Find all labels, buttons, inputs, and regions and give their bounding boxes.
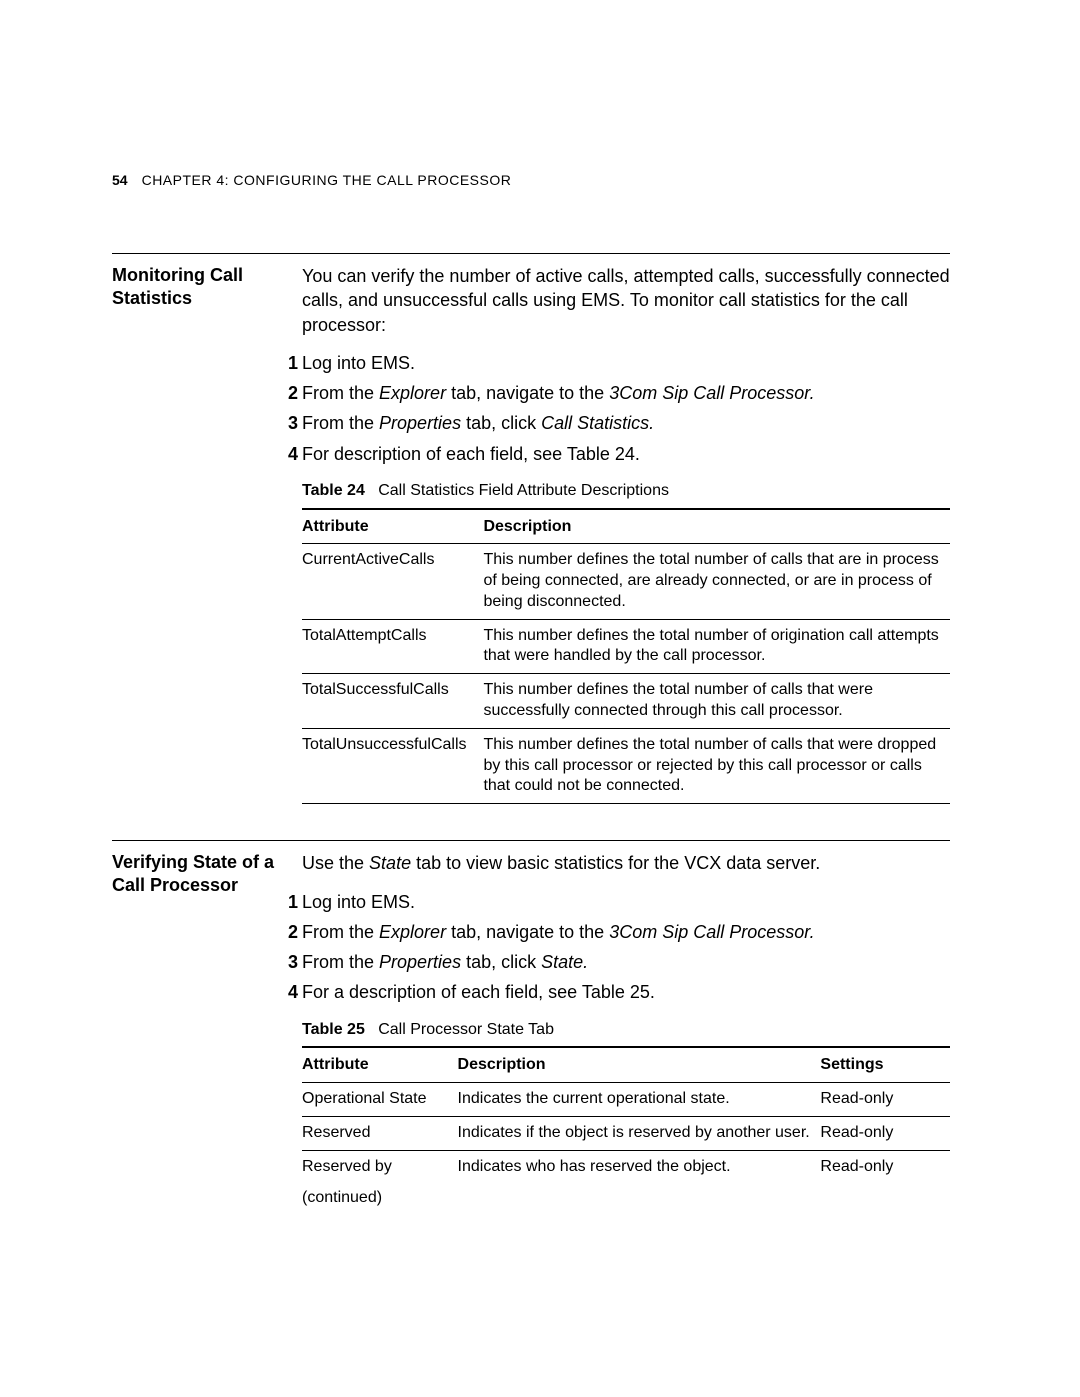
table-row: Reserved by Indicates who has reserved t… [302,1150,950,1183]
section-verifying-state: Verifying State of a Call Processor Use … [112,840,950,1209]
steps-list: Log into EMS. From the Explorer tab, nav… [302,890,950,1005]
step-text: From the [302,383,379,403]
step-emphasis: Properties [379,952,461,972]
section-body: You can verify the number of active call… [302,264,950,804]
step-text: From the [302,413,379,433]
cell-description: This number defines the total number of … [483,674,950,729]
step-text: From the [302,922,379,942]
cell-settings: Read-only [820,1150,950,1183]
table-label: Table 25 [302,1021,365,1038]
intro-text: tab to view basic statistics for the VCX… [411,853,820,873]
table-caption: Table 24 Call Statistics Field Attribute… [302,480,950,502]
cell-attribute: TotalSuccessfulCalls [302,674,483,729]
step-emphasis: Explorer [379,922,446,942]
step-text: tab, click [461,413,541,433]
table-row: Reserved Indicates if the object is rese… [302,1116,950,1150]
table-call-statistics: Attribute Description CurrentActiveCalls… [302,508,950,805]
cell-description: Indicates the current operational state. [458,1082,821,1116]
cell-attribute: CurrentActiveCalls [302,544,483,619]
step-item: From the Explorer tab, navigate to the 3… [282,920,950,944]
section-title: Monitoring Call Statistics [112,264,302,804]
page: 54 CHAPTER 4: CONFIGURING THE CALL PROCE… [0,0,1080,1397]
cell-description: Indicates if the object is reserved by a… [458,1116,821,1150]
cell-description: This number defines the total number of … [483,544,950,619]
cell-attribute: Reserved by [302,1150,458,1183]
table-row: TotalSuccessfulCalls This number defines… [302,674,950,729]
col-header-attribute: Attribute [302,509,483,544]
step-emphasis: 3Com Sip Call Processor. [609,922,814,942]
cell-settings: Read-only [820,1116,950,1150]
step-emphasis: State. [541,952,588,972]
cell-description: This number defines the total number of … [483,728,950,803]
cell-settings: Read-only [820,1082,950,1116]
step-item: From the Properties tab, click State. [282,950,950,974]
step-emphasis: Explorer [379,383,446,403]
table-row: CurrentActiveCalls This number defines t… [302,544,950,619]
cell-description: Indicates who has reserved the object. [458,1150,821,1183]
step-emphasis: Properties [379,413,461,433]
step-text: From the [302,952,379,972]
step-text: For description of each field, see Table… [302,444,640,464]
section-title: Verifying State of a Call Processor [112,851,302,1209]
step-text: Log into EMS. [302,892,415,912]
step-item: From the Properties tab, click Call Stat… [282,411,950,435]
step-text: tab, navigate to the [446,383,609,403]
step-item: Log into EMS. [282,351,950,375]
intro-text: Use the [302,853,369,873]
step-text: Log into EMS. [302,353,415,373]
table-label: Table 24 [302,482,365,499]
col-header-attribute: Attribute [302,1047,458,1082]
cell-attribute: Reserved [302,1116,458,1150]
table-header-row: Attribute Description Settings [302,1047,950,1082]
col-header-description: Description [483,509,950,544]
table-caption: Table 25 Call Processor State Tab [302,1019,950,1041]
table-row: TotalUnsuccessfulCalls This number defin… [302,728,950,803]
step-item: From the Explorer tab, navigate to the 3… [282,381,950,405]
chapter-label: CHAPTER 4: CONFIGURING THE CALL PROCESSO… [142,172,512,188]
col-header-description: Description [458,1047,821,1082]
page-header: 54 CHAPTER 4: CONFIGURING THE CALL PROCE… [112,172,950,188]
cell-attribute: TotalAttemptCalls [302,619,483,674]
step-item: For description of each field, see Table… [282,442,950,466]
col-header-settings: Settings [820,1047,950,1082]
section-body: Use the State tab to view basic statisti… [302,851,950,1209]
page-number: 54 [112,172,128,188]
table-row: TotalAttemptCalls This number defines th… [302,619,950,674]
table-call-processor-state: Attribute Description Settings Operation… [302,1046,950,1183]
table-row: Operational State Indicates the current … [302,1082,950,1116]
step-text: tab, navigate to the [446,922,609,942]
step-item: Log into EMS. [282,890,950,914]
step-emphasis: Call Statistics. [541,413,654,433]
step-emphasis: 3Com Sip Call Processor. [609,383,814,403]
cell-attribute: Operational State [302,1082,458,1116]
table-title: Call Statistics Field Attribute Descript… [378,482,669,499]
step-item: For a description of each field, see Tab… [282,980,950,1004]
table-title: Call Processor State Tab [378,1021,554,1038]
cell-attribute: TotalUnsuccessfulCalls [302,728,483,803]
table-header-row: Attribute Description [302,509,950,544]
intro-emphasis: State [369,853,411,873]
step-text: For a description of each field, see Tab… [302,982,655,1002]
intro-paragraph: Use the State tab to view basic statisti… [302,851,950,875]
cell-description: This number defines the total number of … [483,619,950,674]
step-text: tab, click [461,952,541,972]
section-monitoring-call-statistics: Monitoring Call Statistics You can verif… [112,253,950,804]
table-continued: (continued) [302,1183,950,1209]
steps-list: Log into EMS. From the Explorer tab, nav… [302,351,950,466]
intro-paragraph: You can verify the number of active call… [302,264,950,337]
